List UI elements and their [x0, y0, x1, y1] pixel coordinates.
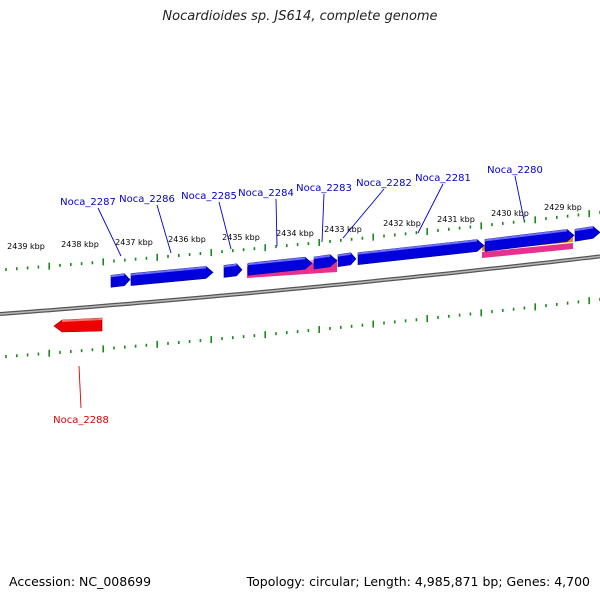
genome-backbone: [0, 254, 600, 316]
gene-arrow-noca-2282: [357, 239, 485, 265]
leader-line: [417, 183, 444, 234]
gene-label-noca-2282: Noca_2282: [356, 178, 412, 189]
gene-label-noca-2284: Noca_2284: [238, 188, 294, 199]
kbp-label: 2439 kbp: [7, 242, 45, 251]
gene-label-noca-2285: Noca_2285: [181, 191, 237, 202]
kbp-label: 2429 kbp: [544, 203, 582, 212]
gene-arrow-noca-2287: [130, 266, 214, 286]
gene-arrow-noca-2284-shine: [314, 254, 331, 259]
gene-arrow-noca-2286-shine: [224, 263, 237, 268]
gene-arrow-noca-2288-left-shine: [111, 273, 125, 278]
gene-labels: Noca_2287 Noca_2286 Noca_2285 Noca_2284 Noca…: [53, 165, 543, 426]
leader-line: [218, 201, 232, 250]
gene-arrow-noca-2287-shine: [131, 266, 206, 276]
gene-arrow-noca-2280-shine: [575, 226, 593, 232]
gene-label-noca-2286: Noca_2286: [119, 194, 175, 205]
accession-label: Accession: NC_008699: [9, 574, 152, 589]
gene-label-noca-2283: Noca_2283: [296, 183, 352, 194]
gene-arrow-noca-2285-shine: [248, 257, 305, 266]
gene-arrow-noca-2283: [337, 252, 357, 267]
gene-label-noca-2288: Noca_2288: [53, 415, 109, 426]
gene-arrows: [53, 226, 600, 333]
gene-arrow-noca-2284: [313, 254, 338, 270]
kbp-label: 2432 kbp: [383, 219, 421, 228]
map-title: Nocardioides sp. JS614, complete genome: [162, 9, 438, 24]
backbone-highlight: [0, 255, 600, 315]
kbp-label: 2435 kbp: [222, 233, 260, 242]
kbp-label: 2437 kbp: [115, 238, 153, 247]
gene-arrow-noca-2286: [223, 263, 243, 278]
feature-bar-magenta-2: [482, 243, 573, 258]
gene-label-noca-2287: Noca_2287: [60, 197, 116, 208]
leader-line: [342, 188, 385, 239]
gene-arrow-noca-2288-shine: [62, 318, 102, 322]
leader-line: [97, 207, 122, 257]
kbp-label: 2434 kbp: [276, 229, 314, 238]
kbp-label: 2433 kbp: [324, 225, 362, 234]
leader-line: [156, 204, 172, 254]
gene-arrow-noca-2281: [484, 229, 575, 252]
gene-arrow-noca-2282-shine: [358, 239, 477, 255]
gene-arrow-noca-2281-shine: [485, 229, 567, 242]
gene-label-noca-2281: Noca_2281: [415, 173, 471, 184]
kbp-label: 2430 kbp: [491, 209, 529, 218]
leader-line: [275, 198, 278, 247]
leader-line: [321, 193, 325, 243]
kbp-label: 2438 kbp: [61, 240, 99, 249]
gene-label-noca-2280: Noca_2280: [487, 165, 543, 176]
kbp-label: 2431 kbp: [437, 215, 475, 224]
gene-arrow-noca-2283-shine: [338, 252, 351, 257]
leader-line: [78, 365, 82, 409]
genome-summary: Topology: circular; Length: 4,985,871 bp…: [246, 574, 590, 589]
scale-ticks: 2439 kbp 2438 kbp 2437 kbp 2436 kbp 2435 kbp…: [5, 203, 600, 359]
kbp-label: 2436 kbp: [168, 235, 206, 244]
leader-line: [514, 175, 525, 221]
